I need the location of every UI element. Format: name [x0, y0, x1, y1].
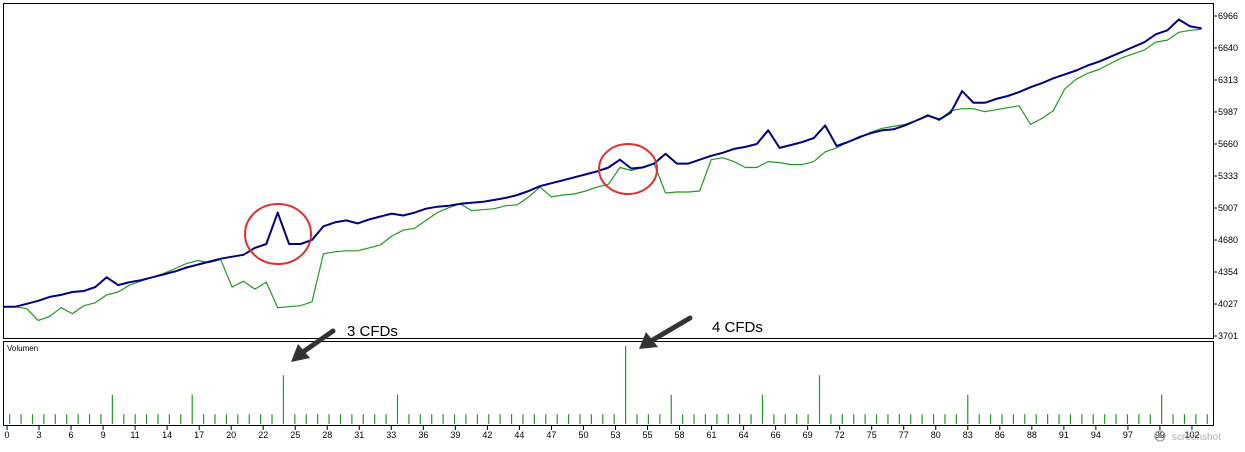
- x-tick-label: 86: [995, 430, 1005, 440]
- x-tick-label: 39: [450, 430, 460, 440]
- y-tick-label: 5333: [1218, 171, 1238, 181]
- x-tick-label: 47: [546, 430, 556, 440]
- main-panel-frame: [3, 3, 1214, 339]
- x-tick-label: 80: [931, 430, 941, 440]
- y-tick-label: 4027: [1218, 299, 1238, 309]
- x-tick-label: 61: [707, 430, 717, 440]
- x-tick-label: 102: [1184, 430, 1199, 440]
- x-tick-label: 31: [354, 430, 364, 440]
- y-tick-label: 5987: [1218, 107, 1238, 117]
- x-tick-label: 36: [418, 430, 428, 440]
- x-tick-label: 3: [37, 430, 42, 440]
- y-tick-label: 6313: [1218, 75, 1238, 85]
- series-layer: [4, 18, 1202, 321]
- highlight-circle-2: [598, 143, 658, 195]
- y-tick-label: 5660: [1218, 139, 1238, 149]
- x-tick-label: 66: [771, 430, 781, 440]
- x-tick-label: 64: [739, 430, 749, 440]
- x-tick-label: 0: [4, 430, 9, 440]
- x-tick-label: 14: [162, 430, 172, 440]
- x-tick-label: 33: [386, 430, 396, 440]
- x-tick-label: 22: [258, 430, 268, 440]
- arrow-icon: [639, 315, 693, 349]
- x-tick-label: 88: [1027, 430, 1037, 440]
- x-tick-label: 83: [963, 430, 973, 440]
- x-tick-label: 6: [69, 430, 74, 440]
- x-tick-label: 94: [1091, 430, 1101, 440]
- x-tick-label: 11: [130, 430, 139, 440]
- y-tick-label: 3701: [1218, 331, 1238, 341]
- equity-series-line: [4, 28, 1202, 321]
- x-tick-label: 17: [194, 430, 204, 440]
- y-tick-label: 6640: [1218, 43, 1238, 53]
- x-tick-label: 97: [1123, 430, 1133, 440]
- highlight-circle-1: [244, 203, 312, 265]
- screenshot-logo-icon: [1154, 430, 1166, 442]
- volume-bars: [9, 346, 1208, 424]
- volume-panel-title: Volumen: [7, 344, 38, 353]
- x-tick-label: 91: [1059, 430, 1069, 440]
- x-tick-label: 42: [482, 430, 492, 440]
- y-axis: 3701 4027 4354 4680 5007 5333 5660 5987 6313 6640…: [1213, 11, 1238, 341]
- volume-panel-frame: [3, 341, 1214, 426]
- x-tick-label: 50: [578, 430, 588, 440]
- x-tick-label: 75: [867, 430, 877, 440]
- x-tick-label: 77: [899, 430, 909, 440]
- y-tick-label: 5007: [1218, 203, 1238, 213]
- x-axis: 0 3 6 9 11 14 17 20 22 25 28 31 33 36 39 42 44 47 50 53 55 58…: [4, 426, 1199, 440]
- balance-series-line: [4, 18, 1202, 308]
- x-tick-label: 72: [835, 430, 845, 440]
- x-tick-label: 53: [610, 430, 620, 440]
- x-tick-label: 44: [514, 430, 524, 440]
- y-tick-label: 4354: [1218, 267, 1238, 277]
- x-tick-label: 20: [226, 430, 236, 440]
- x-tick-label: 28: [322, 430, 332, 440]
- annotation-label-1: 3 CFDs: [347, 323, 398, 340]
- annotation-label-2: 4 CFDs: [712, 319, 763, 336]
- arrow-icon: [291, 328, 336, 362]
- watermark-label: screenshot: [1172, 432, 1221, 443]
- x-tick-label: 55: [643, 430, 653, 440]
- x-tick-label: 9: [101, 430, 106, 440]
- y-tick-label: 4680: [1218, 235, 1238, 245]
- x-tick-label: 25: [290, 430, 300, 440]
- y-tick-label: 6966: [1218, 11, 1238, 21]
- x-tick-label: 58: [675, 430, 685, 440]
- x-tick-label: 69: [803, 430, 813, 440]
